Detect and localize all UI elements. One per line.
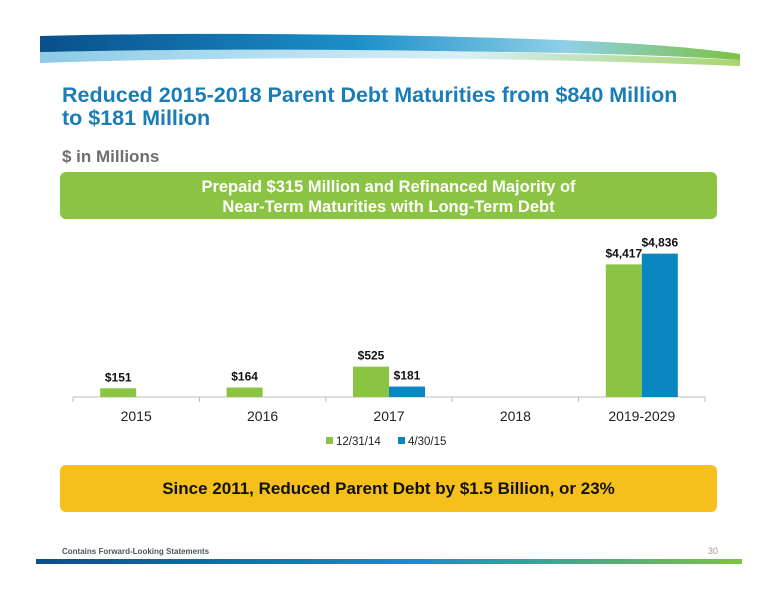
x-tick-label: 2015 (121, 408, 152, 424)
page-number: 30 (707, 546, 718, 556)
bar-12/31/14-2019-2029 (605, 264, 642, 397)
data-label: $151 (105, 370, 132, 384)
bar-12/31/14-2016 (226, 387, 263, 397)
debt-maturities-chart: $151 2015 $164 2016 $525 $181 2017 2018 $4,417$4… (72, 236, 706, 448)
footer-bar (36, 559, 742, 564)
bar-12/31/14-2015 (100, 388, 137, 397)
x-tick-label: 2018 (500, 408, 531, 424)
x-tick-label: 2019-2029 (608, 408, 675, 424)
legend-swatch-12/31/14 (326, 437, 333, 444)
data-label: $164 (231, 370, 258, 384)
x-tick-label: 2016 (247, 408, 278, 424)
legend-label: 4/30/15 (408, 436, 446, 448)
summary-banner: Since 2011, Reduced Parent Debt by $1.5 … (60, 465, 717, 512)
legend-label: 12/31/14 (336, 436, 381, 448)
page-title: Reduced 2015-2018 Parent Debt Maturities… (62, 83, 678, 130)
bar-4/30/15-2019-2029 (641, 253, 678, 397)
bar-4/30/15-2017 (389, 386, 425, 397)
header-swoosh (40, 33, 740, 66)
data-label: $181 (394, 369, 421, 383)
highlight-banner: Prepaid $315 Million and Refinanced Majo… (60, 172, 717, 219)
data-label: $525 (358, 349, 385, 363)
data-label: $4,836 (641, 236, 678, 250)
data-label: $4,417 (605, 246, 642, 260)
legend-swatch-4/30/15 (398, 437, 405, 444)
x-tick-label: 2017 (373, 408, 404, 424)
units-subtitle: $ in Millions (62, 147, 160, 166)
bar-12/31/14-2017 (353, 366, 389, 397)
footer-note: Contains Forward-Looking Statements (62, 547, 210, 556)
banner-line-2: Near-Term Maturities with Long-Term Debt (222, 198, 555, 216)
banner-line-1: Prepaid $315 Million and Refinanced Majo… (201, 178, 576, 196)
